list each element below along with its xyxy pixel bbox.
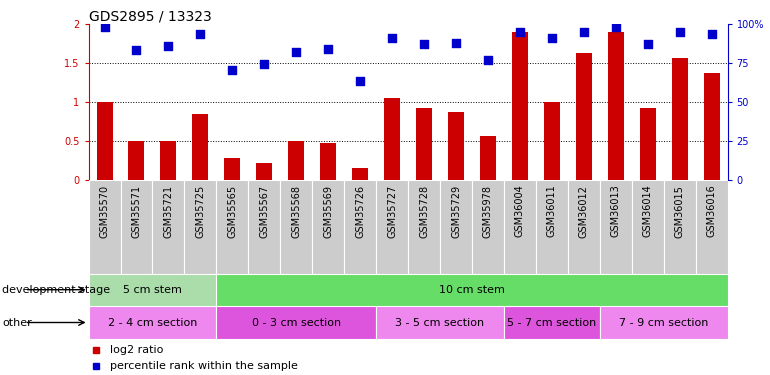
Bar xyxy=(664,180,696,274)
Bar xyxy=(376,180,408,274)
Bar xyxy=(480,136,496,180)
Bar xyxy=(600,306,728,339)
Bar xyxy=(696,180,728,274)
Text: GSM35727: GSM35727 xyxy=(387,185,397,238)
Bar xyxy=(152,180,185,274)
Text: 5 - 7 cm section: 5 - 7 cm section xyxy=(507,318,597,327)
Text: GSM35726: GSM35726 xyxy=(355,185,365,238)
Bar xyxy=(504,180,536,274)
Text: GSM35568: GSM35568 xyxy=(291,185,301,238)
Bar xyxy=(89,306,216,339)
Bar xyxy=(512,32,528,180)
Text: 0 - 3 cm section: 0 - 3 cm section xyxy=(252,318,341,327)
Bar xyxy=(185,180,216,274)
Bar xyxy=(256,163,273,180)
Bar xyxy=(96,102,112,180)
Point xyxy=(290,49,303,55)
Bar xyxy=(472,180,504,274)
Text: percentile rank within the sample: percentile rank within the sample xyxy=(110,362,298,371)
Text: GDS2895 / 13323: GDS2895 / 13323 xyxy=(89,9,211,23)
Text: 7 - 9 cm section: 7 - 9 cm section xyxy=(619,318,708,327)
Text: other: other xyxy=(2,318,32,327)
Text: GSM36012: GSM36012 xyxy=(579,185,589,238)
Bar xyxy=(576,53,592,180)
Text: 5 cm stem: 5 cm stem xyxy=(123,285,182,295)
Bar xyxy=(704,74,720,180)
Bar xyxy=(120,180,152,274)
Point xyxy=(386,34,398,40)
Point xyxy=(354,78,367,84)
Point xyxy=(194,31,206,37)
Point xyxy=(258,61,270,67)
Bar xyxy=(216,306,376,339)
Text: 10 cm stem: 10 cm stem xyxy=(439,285,505,295)
Bar xyxy=(440,180,472,274)
Bar xyxy=(448,111,464,180)
Bar xyxy=(600,180,632,274)
Bar xyxy=(608,32,624,180)
Bar xyxy=(129,141,145,180)
Text: GSM35729: GSM35729 xyxy=(451,185,461,238)
Point xyxy=(546,35,558,41)
Bar xyxy=(248,180,280,274)
Point xyxy=(705,32,718,38)
Point xyxy=(99,24,111,30)
Point xyxy=(322,46,334,52)
Bar xyxy=(344,180,377,274)
Bar xyxy=(160,141,176,180)
Text: GSM35978: GSM35978 xyxy=(483,185,493,238)
Bar xyxy=(384,98,400,180)
Text: GSM36011: GSM36011 xyxy=(547,185,557,237)
Bar xyxy=(632,180,664,274)
Bar xyxy=(352,168,368,180)
Point xyxy=(641,41,654,47)
Bar xyxy=(288,141,304,180)
Text: 2 - 4 cm section: 2 - 4 cm section xyxy=(108,318,197,327)
Text: GSM35721: GSM35721 xyxy=(163,185,173,238)
Bar xyxy=(280,180,312,274)
Text: GSM36013: GSM36013 xyxy=(611,185,621,237)
Bar xyxy=(536,180,568,274)
Bar xyxy=(671,58,688,180)
Bar xyxy=(640,108,656,180)
Bar xyxy=(416,108,432,180)
Text: GSM35725: GSM35725 xyxy=(196,185,206,238)
Point xyxy=(610,24,622,30)
Text: GSM35728: GSM35728 xyxy=(419,185,429,238)
Text: GSM35571: GSM35571 xyxy=(132,185,142,238)
Bar xyxy=(568,180,600,274)
Bar xyxy=(544,102,560,180)
Text: GSM36004: GSM36004 xyxy=(515,185,525,237)
Bar xyxy=(320,143,336,180)
Text: GSM36016: GSM36016 xyxy=(707,185,717,237)
Bar xyxy=(504,306,600,339)
Point xyxy=(130,47,142,53)
Point xyxy=(514,29,526,35)
Point xyxy=(450,40,462,46)
Bar xyxy=(89,274,216,306)
Point xyxy=(162,43,175,49)
Point xyxy=(578,29,590,35)
Bar xyxy=(376,306,504,339)
Text: GSM35565: GSM35565 xyxy=(227,185,237,238)
Bar xyxy=(408,180,440,274)
Text: development stage: development stage xyxy=(2,285,110,295)
Text: 3 - 5 cm section: 3 - 5 cm section xyxy=(396,318,484,327)
Bar xyxy=(192,114,209,180)
Bar xyxy=(224,158,240,180)
Text: GSM36014: GSM36014 xyxy=(643,185,653,237)
Point xyxy=(674,29,686,35)
Bar xyxy=(216,274,728,306)
Bar xyxy=(313,180,344,274)
Text: log2 ratio: log2 ratio xyxy=(110,345,163,355)
Bar xyxy=(89,180,120,274)
Bar xyxy=(216,180,248,274)
Text: GSM35570: GSM35570 xyxy=(99,185,109,238)
Text: GSM35567: GSM35567 xyxy=(259,185,270,238)
Point xyxy=(418,41,430,47)
Point xyxy=(482,57,494,63)
Text: GSM36015: GSM36015 xyxy=(675,185,685,238)
Text: GSM35569: GSM35569 xyxy=(323,185,333,238)
Point xyxy=(226,66,239,72)
